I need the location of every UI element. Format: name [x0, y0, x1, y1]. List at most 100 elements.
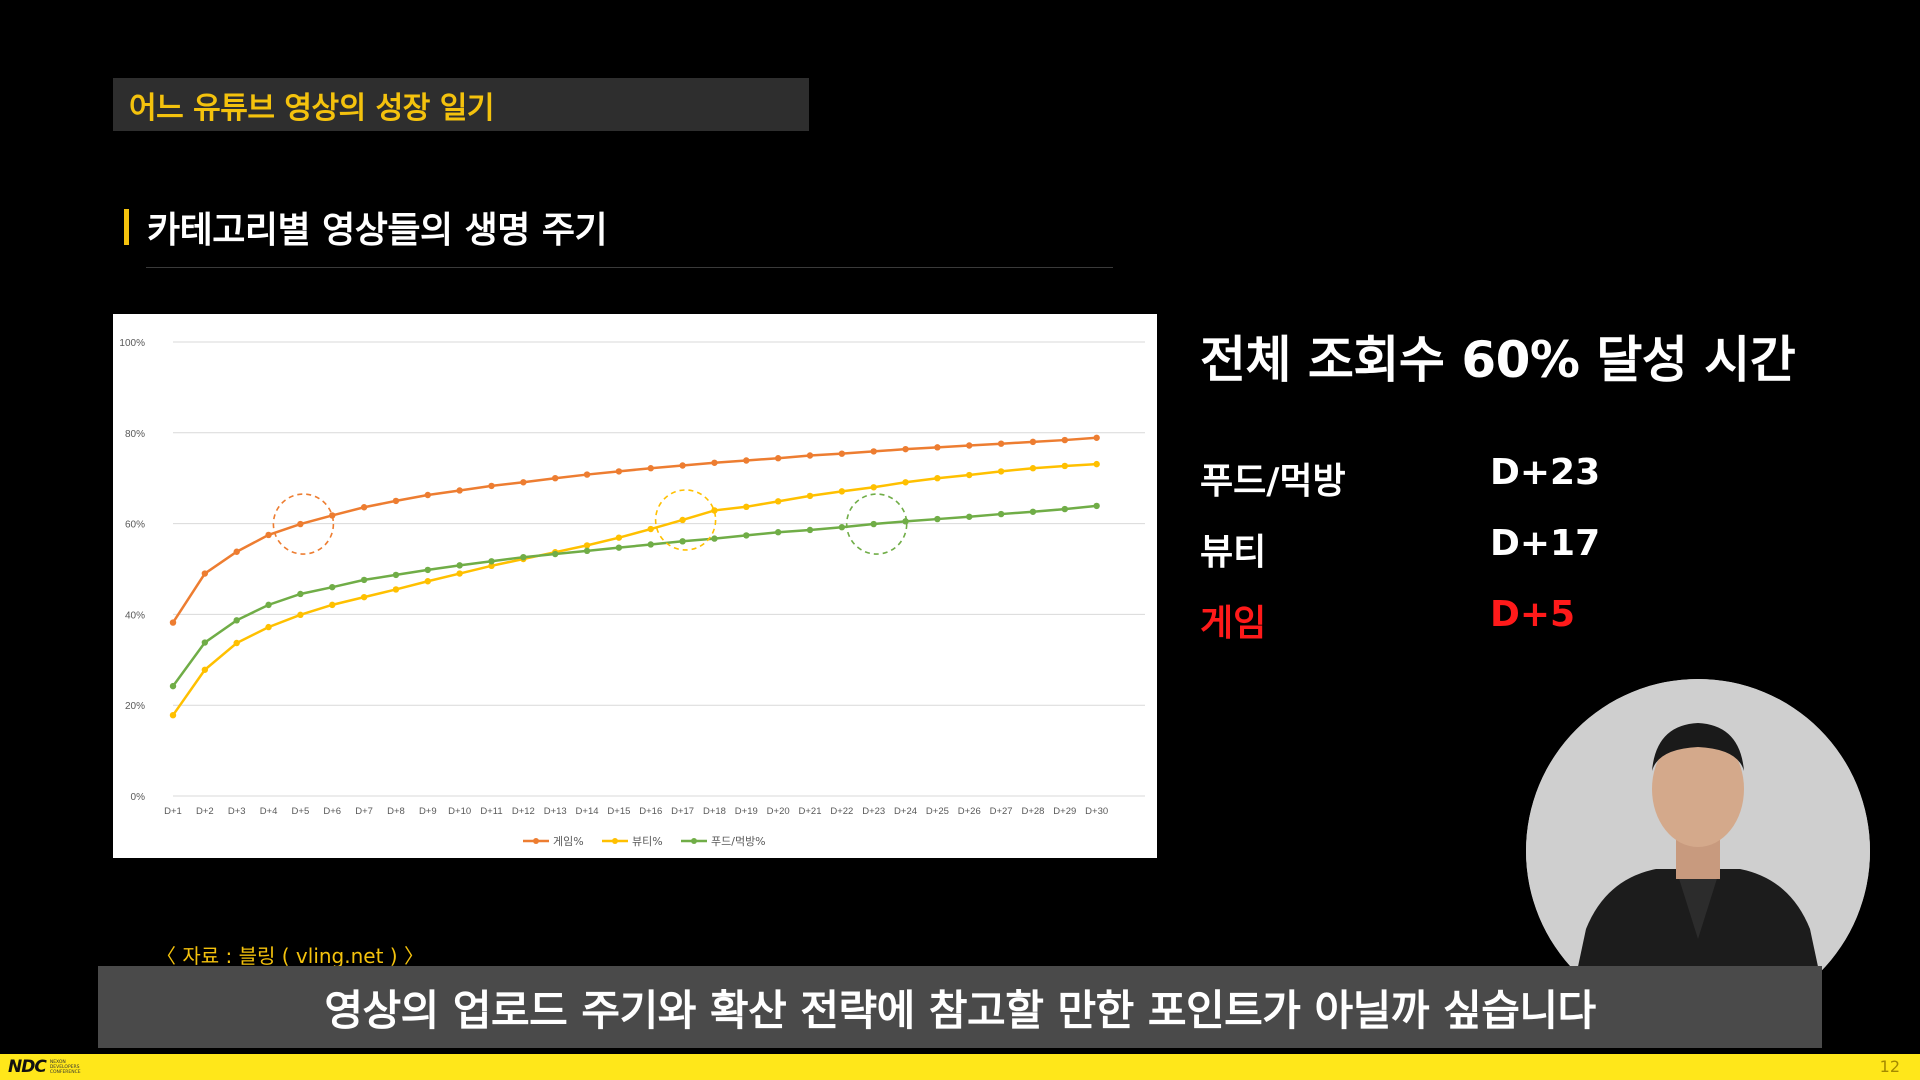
data-point [424, 566, 431, 574]
data-point [902, 445, 909, 453]
logo-subtext: NEXON DEVELOPERS CONFERENCE [49, 1059, 81, 1075]
data-point [169, 711, 177, 719]
x-tick-label: D+14 [576, 806, 599, 817]
subtitle-accent-bar [124, 209, 129, 245]
x-tick-label: D+29 [1053, 806, 1076, 817]
subtitle-text: 카테고리별 영상들의 생명 주기 [147, 210, 608, 251]
side-row-label: 푸드/먹방 [1200, 461, 1346, 502]
data-point [711, 459, 718, 466]
section-title: 어느 유튜브 영상의 성장 일기 [129, 90, 494, 126]
data-point [201, 639, 209, 646]
highlight-circle [272, 493, 335, 555]
data-point [615, 534, 623, 541]
x-tick-label: D+20 [767, 806, 790, 817]
data-point [806, 452, 814, 459]
x-tick-label: D+25 [926, 806, 949, 817]
y-tick-label: 80% [125, 429, 145, 440]
data-point [934, 475, 941, 482]
data-point [265, 531, 272, 539]
ndc-logo: NDC NEXON DEVELOPERS CONFERENCE [8, 1057, 96, 1077]
section-title-bar: 어느 유튜브 영상의 성장 일기 [113, 78, 809, 131]
line-chart: 0% 20% 40% 60% 80% 100% D+1 D+2 D+3 D+4 D+5 D+6 D+7 D… [119, 338, 1145, 848]
legend-label: 게임% [553, 835, 584, 848]
data-point [966, 442, 973, 449]
legend-marker [612, 838, 618, 844]
chart-container: 0% 20% 40% 60% 80% 100% D+1 D+2 D+3 D+4 D+5 D+6 D+7 D… [113, 314, 1157, 858]
data-point [392, 497, 400, 505]
legend-marker [691, 838, 697, 844]
data-point [456, 487, 463, 494]
side-panel-heading: 전체 조회수 60% 달성 시간 [1200, 331, 1796, 389]
data-point [488, 558, 495, 565]
data-point [233, 548, 240, 555]
data-point [870, 448, 877, 455]
side-row-food: 푸드/먹방 D+23 [1200, 452, 1600, 504]
data-point [647, 541, 654, 548]
logo-mark: NDC [8, 1057, 47, 1077]
data-point [360, 593, 368, 601]
data-point [297, 611, 304, 619]
data-point [201, 570, 209, 577]
data-point [838, 450, 846, 457]
x-tick-label: D+21 [799, 806, 822, 817]
x-tick-label: D+6 [323, 806, 341, 817]
data-point [615, 468, 623, 475]
data-point [360, 576, 368, 584]
data-point [392, 586, 400, 593]
x-tick-label: D+1 [164, 806, 182, 817]
x-tick-label: D+23 [862, 806, 885, 817]
y-tick-label: 0% [131, 792, 146, 803]
x-tick-label: D+8 [387, 806, 405, 817]
data-point [424, 578, 431, 585]
data-point [1029, 508, 1037, 515]
data-point [265, 623, 272, 631]
data-point [1093, 460, 1100, 468]
data-point [902, 479, 909, 486]
y-tick-label: 60% [125, 520, 145, 531]
data-point [233, 617, 240, 624]
data-point [424, 491, 431, 499]
source-credit: 〈 자료 : 블링 ( vling.net ) 〉 [156, 944, 424, 968]
data-point [552, 550, 559, 558]
data-point [583, 471, 591, 478]
x-tick-label: D+15 [607, 806, 630, 817]
y-tick-label: 20% [125, 701, 145, 712]
data-point [774, 455, 782, 462]
data-point [615, 544, 623, 551]
data-point [679, 462, 686, 469]
data-point [1093, 434, 1100, 441]
data-point [360, 504, 368, 511]
data-point [1061, 462, 1068, 470]
data-point [743, 503, 750, 511]
data-point [169, 619, 177, 626]
data-point [329, 512, 336, 519]
x-tick-label: D+11 [480, 806, 502, 817]
data-point [583, 547, 591, 555]
data-point [966, 513, 973, 520]
side-row-game: 게임 D+5 [1200, 594, 1575, 646]
data-point [806, 526, 814, 534]
slide-subtitle: 카테고리별 영상들의 생명 주기 [124, 206, 608, 251]
x-tick-label: D+13 [544, 806, 567, 817]
x-tick-label: D+28 [1021, 806, 1044, 817]
data-point [870, 520, 877, 528]
x-tick-label: D+24 [894, 806, 917, 817]
data-point [456, 570, 463, 577]
data-point [806, 492, 814, 500]
side-row-label: 뷰티 [1200, 532, 1267, 573]
data-point [520, 553, 527, 561]
x-tick-label: D+10 [448, 806, 471, 817]
data-point [1029, 465, 1037, 472]
subtitle-caption-bar: 영상의 업로드 주기와 확산 전략에 참고할 만한 포인트가 아닐까 싶습니다 [98, 966, 1822, 1048]
data-point [679, 538, 686, 545]
data-point [233, 639, 240, 647]
x-tick-label: D+18 [703, 806, 726, 817]
x-tick-label: D+26 [958, 806, 981, 817]
footer-bar [0, 1054, 1920, 1080]
x-tick-label: D+30 [1085, 806, 1108, 817]
data-point [774, 529, 782, 536]
data-point [838, 488, 846, 495]
caption-text: 영상의 업로드 주기와 확산 전략에 참고할 만한 포인트가 아닐까 싶습니다 [324, 985, 1596, 1035]
data-point [488, 482, 495, 490]
side-row-value: D+5 [1490, 594, 1576, 635]
